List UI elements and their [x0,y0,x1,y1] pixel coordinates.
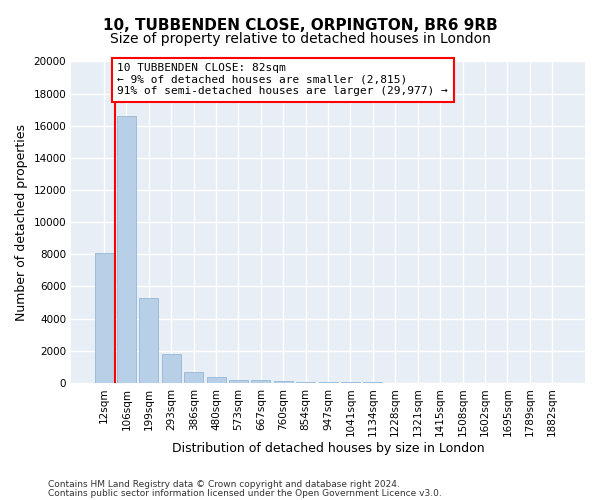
Y-axis label: Number of detached properties: Number of detached properties [15,124,28,320]
Bar [162,354,181,383]
Bar [117,116,136,383]
Text: 10 TUBBENDEN CLOSE: 82sqm
← 9% of detached houses are smaller (2,815)
91% of sem: 10 TUBBENDEN CLOSE: 82sqm ← 9% of detach… [118,63,448,96]
Bar [184,372,203,383]
X-axis label: Distribution of detached houses by size in London: Distribution of detached houses by size … [172,442,484,455]
Bar [229,380,248,383]
Bar [341,382,360,383]
Text: Contains public sector information licensed under the Open Government Licence v3: Contains public sector information licen… [48,489,442,498]
Text: Size of property relative to detached houses in London: Size of property relative to detached ho… [110,32,490,46]
Text: 10, TUBBENDEN CLOSE, ORPINGTON, BR6 9RB: 10, TUBBENDEN CLOSE, ORPINGTON, BR6 9RB [103,18,497,32]
Bar [95,252,113,383]
Bar [296,382,315,383]
Bar [319,382,338,383]
Bar [206,377,226,383]
Bar [139,298,158,383]
Bar [274,381,293,383]
Text: Contains HM Land Registry data © Crown copyright and database right 2024.: Contains HM Land Registry data © Crown c… [48,480,400,489]
Bar [251,380,271,383]
